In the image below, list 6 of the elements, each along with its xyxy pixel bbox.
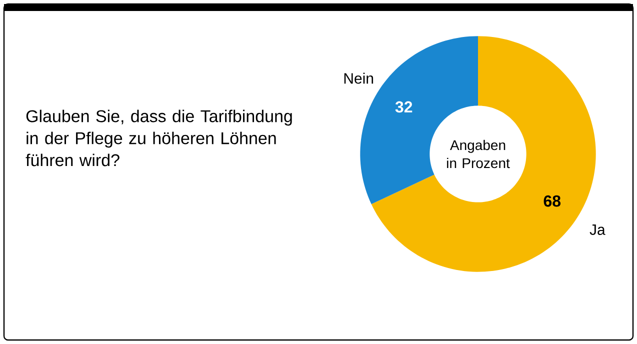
slice-label: Nein [344,72,374,84]
text: Angaben in Prozent [447,140,510,168]
slice-label: Ja [590,224,606,235]
data-label: 68 [544,195,561,207]
data-label: 32 [395,101,412,113]
text: Glauben Sie, dass die Tarifbindung in der Pflege zu höheren Löhnen führen wird? [26,110,292,166]
